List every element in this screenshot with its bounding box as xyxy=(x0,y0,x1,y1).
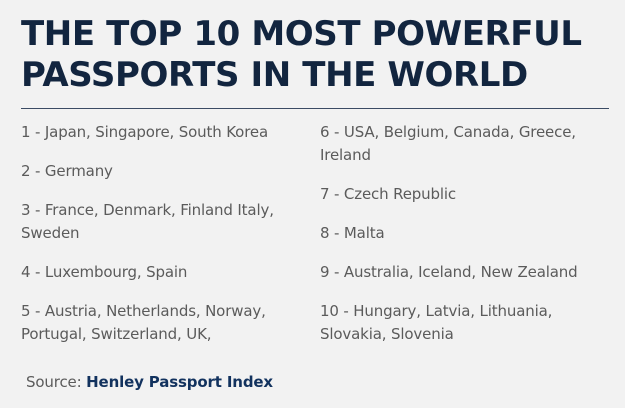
page-title: THE TOP 10 MOST POWERFUL PASSPORTS IN TH… xyxy=(21,14,582,95)
list-item: 2 - Germany xyxy=(21,162,113,180)
ranking-column-left: 1 - Japan, Singapore, South Korea 2 - Ge… xyxy=(21,121,311,362)
list-item: 3 - France, Denmark, Finland Italy, Swed… xyxy=(21,201,274,242)
list-item: 1 - Japan, Singapore, South Korea xyxy=(21,123,269,141)
source-link[interactable]: Henley Passport Index xyxy=(86,373,273,391)
list-item: 8 - Malta xyxy=(320,224,385,242)
list-item: 7 - Czech Republic xyxy=(320,185,456,203)
list-item: 6 - USA, Belgium, Canada, Greece, Irelan… xyxy=(320,123,576,164)
list-item: 5 - Austria, Netherlands, Norway, Portug… xyxy=(21,302,266,343)
ranking-column-right: 6 - USA, Belgium, Canada, Greece, Irelan… xyxy=(320,121,610,362)
source-label: Source: xyxy=(26,373,87,391)
list-item: 10 - Hungary, Latvia, Lithuania, Slovaki… xyxy=(320,302,553,343)
list-item: 9 - Australia, Iceland, New Zealand xyxy=(320,263,578,281)
list-item: 4 - Luxembourg, Spain xyxy=(21,263,188,281)
title-divider xyxy=(21,108,609,109)
source-line: Source: Henley Passport Index xyxy=(26,372,273,392)
